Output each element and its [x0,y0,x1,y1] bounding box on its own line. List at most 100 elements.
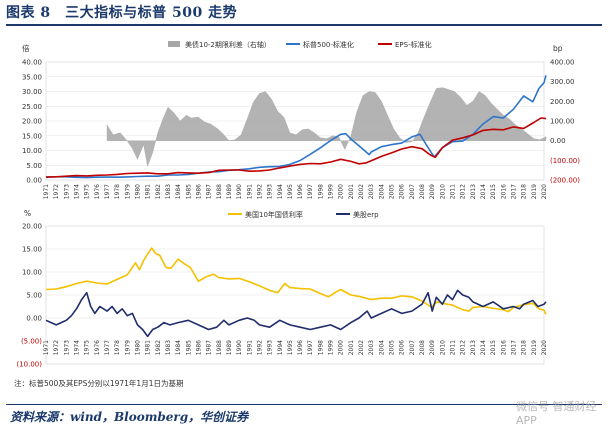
x-tick-label: 1979 [124,184,131,199]
x-tick-label: 1976 [94,340,101,355]
x-tick-label: 2012 [460,184,467,199]
x-tick-label: 1992 [256,340,263,355]
x-tick-label: 1984 [175,184,182,199]
x-tick-label: 1993 [267,184,274,199]
y-tick-label: 10.00 [22,147,42,155]
source-line: 资料来源：wind，Bloomberg，华创证券 [10,410,249,424]
x-tick-label: 2006 [399,340,406,355]
y-tick-label: 20.00 [22,118,42,126]
x-tick-label: 2019 [531,340,538,355]
x-tick-label: 2016 [500,340,507,355]
x-tick-label: 1990 [236,340,243,355]
legend-label: 美债10-2期限利差（右轴） [185,40,271,49]
x-tick-label: 1982 [155,184,162,199]
top-y-unit-left: 倍 [22,43,30,53]
x-tick-label: 1971 [43,184,50,199]
y-tick-label: 5.00 [26,162,42,170]
x-tick-label: 1972 [53,184,60,199]
x-tick-label: 2011 [450,340,457,355]
x-tick-label: 2013 [470,184,477,199]
x-tick-label: 1996 [297,340,304,355]
x-tick-label: 2015 [490,340,497,355]
y-right-tick-label: (100.00) [550,157,580,165]
x-tick-label: 2014 [480,340,487,355]
x-tick-label: 1997 [307,340,314,355]
top-gridlines [46,61,544,181]
x-tick-label: 1981 [145,184,152,199]
bottom-y-axis: (10.00) (5.00) 0.00 5.00 10.00 15.00 20.00 [16,223,42,369]
x-tick-label: 2020 [541,184,548,199]
series-line-0 [45,247,547,315]
x-tick-label: 2015 [490,184,497,199]
x-tick-label: 1983 [165,340,172,355]
y-tick-label: 10.00 [22,269,42,277]
y-right-tick-label: 0.00 [550,137,566,145]
x-tick-label: 1980 [134,340,141,355]
x-tick-label: 1996 [297,184,304,199]
x-tick-label: 2000 [338,184,345,199]
figure-title: 图表 8 三大指标与标普 500 走势 [6,5,238,21]
y-tick-label: 30.00 [22,88,42,96]
y-tick-label: 35.00 [22,73,42,81]
x-tick-label: 1997 [307,184,314,199]
x-tick-label: 1989 [226,184,233,199]
chart-note: 注：标普500及其EPS分别以1971年1月1日为基期 [14,379,184,388]
x-tick-label: 1991 [246,184,253,199]
y-tick-label: 0.00 [26,177,42,185]
bottom-y-unit: % [24,209,31,218]
top-legend: 美债10-2期限利差（右轴） 标普500-标准化 EPS-标准化 [168,40,432,49]
x-tick-label: 2014 [480,184,487,199]
x-tick-label: 1981 [145,340,152,355]
x-tick-label: 1988 [216,184,223,199]
y-tick-label: (5.00) [21,338,42,346]
x-tick-label: 2003 [368,184,375,199]
x-tick-label: 2012 [460,340,467,355]
x-tick-label: 2001 [348,184,355,199]
x-tick-label: 2006 [399,184,406,199]
x-tick-label: 1975 [84,340,91,355]
x-tick-label: 2010 [439,184,446,199]
legend-label: 美国10年国债利率 [245,210,303,219]
y-tick-label: (10.00) [16,361,42,369]
x-tick-label: 1971 [43,340,50,355]
x-tick-label: 1974 [73,184,80,199]
series-line-2 [45,117,547,178]
x-tick-label: 1990 [236,184,243,199]
top-line-series [45,75,547,179]
x-tick-label: 2017 [511,340,518,355]
x-tick-label: 1980 [134,184,141,199]
x-tick-label: 2001 [348,340,355,355]
x-tick-label: 2017 [511,184,518,199]
x-tick-label: 1976 [94,184,101,199]
x-tick-label: 2005 [389,184,396,199]
x-tick-label: 1991 [246,340,253,355]
bottom-line-series [45,247,547,338]
x-tick-label: 1978 [114,340,121,355]
y-right-tick-label: 400.00 [550,59,575,67]
legend-swatch [168,41,180,47]
x-tick-label: 1972 [53,340,60,355]
bottom-x-axis: 1971 1972 1973 1974 1975 1976 1977 1978 1979 1980… [43,340,548,355]
x-tick-label: 1998 [317,340,324,355]
x-tick-label: 2008 [419,184,426,199]
x-tick-label: 1995 [287,184,294,199]
x-tick-label: 1977 [104,184,111,199]
x-tick-label: 1982 [155,340,162,355]
series-line-1 [45,289,547,338]
x-tick-label: 2009 [429,340,436,355]
x-tick-label: 2003 [368,340,375,355]
x-tick-label: 1979 [124,340,131,355]
legend-label: 美股erp [353,210,379,219]
x-tick-label: 1987 [206,184,213,199]
x-tick-label: 2004 [378,184,385,199]
x-tick-label: 2005 [389,340,396,355]
x-tick-label: 1999 [328,184,335,199]
x-tick-label: 1988 [216,340,223,355]
x-tick-label: 2013 [470,340,477,355]
x-tick-label: 1989 [226,340,233,355]
spread-area-series [106,87,547,167]
x-tick-label: 1995 [287,340,294,355]
bottom-legend: 美国10年国债利率 美股erp [228,210,379,219]
top-y-axis-left: 0.00 5.00 10.00 15.00 20.00 25.00 30.00 35.00 40… [22,59,42,185]
